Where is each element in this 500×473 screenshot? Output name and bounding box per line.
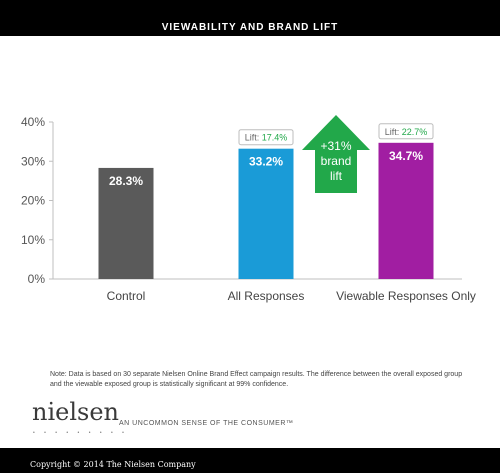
x-category-label: Control (107, 289, 146, 303)
bar-chart: 0% 10% 20% 30% 40% 28.3% Control 33.2% All Respo… (21, 115, 476, 303)
bar (98, 167, 154, 279)
bar (378, 142, 434, 279)
brand-tagline: AN UNCOMMON SENSE OF THE CONSUMER™ (119, 420, 294, 427)
copyright-text: Copyright © 2014 The Nielsen Company (30, 460, 196, 469)
x-category-label: All Responses (228, 289, 305, 303)
bar-value-label: 34.7% (389, 149, 423, 163)
lift-callout-box (378, 123, 434, 140)
lift-callout-box (238, 129, 294, 146)
nielsen-logo: nielsen (32, 398, 119, 426)
y-tick-label: 40% (21, 115, 45, 129)
arrow-annotation-line: lift (330, 169, 343, 183)
brand-row: nielsen • • • • • • • • • AN UNCOMMON SE… (32, 398, 472, 443)
title-bar: VIEWABILITY AND BRAND LIFT (0, 0, 500, 36)
lift-callout-label: Lift: 17.4% (245, 133, 288, 143)
logo-dots: • • • • • • • • • (33, 430, 128, 436)
up-arrow-shape (302, 115, 370, 193)
bar-value-label: 28.3% (109, 174, 143, 188)
footer-bar: Copyright © 2014 The Nielsen Company (0, 448, 500, 473)
bar (238, 148, 294, 279)
arrow-annotation-line: brand (321, 154, 352, 168)
y-tick-label: 30% (21, 154, 45, 168)
bar-value-label: 33.2% (249, 155, 283, 169)
chart-title: VIEWABILITY AND BRAND LIFT (161, 22, 339, 33)
lift-callout-label: Lift: 22.7% (385, 127, 428, 137)
arrow-annotation-line: +31% (320, 139, 351, 153)
y-tick-label: 10% (21, 233, 45, 247)
footnote: Note: Data is based on 30 separate Niels… (50, 371, 463, 388)
y-tick-label: 0% (28, 272, 46, 286)
y-tick-label: 20% (21, 194, 45, 208)
x-category-label: Viewable Responses Only (336, 289, 476, 303)
